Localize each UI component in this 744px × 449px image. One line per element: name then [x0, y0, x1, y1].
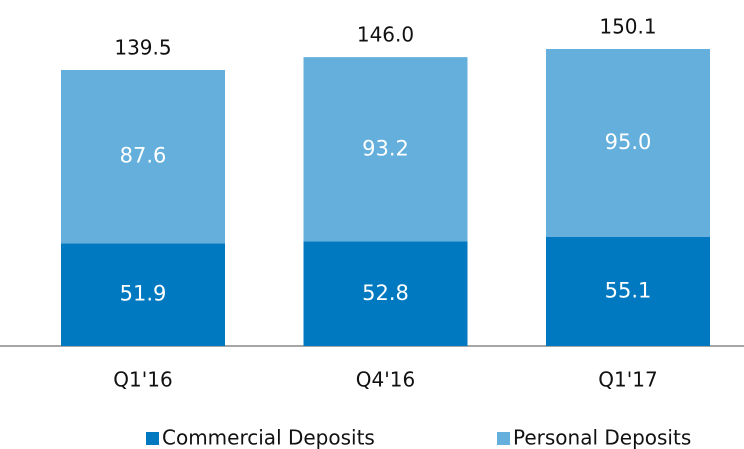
- x-tick-label: Q1'16: [113, 368, 172, 392]
- total-label: 150.1: [599, 15, 656, 39]
- x-tick-label: Q4'16: [356, 368, 415, 392]
- total-label: 139.5: [114, 35, 171, 59]
- legend-swatch: [146, 432, 159, 445]
- bar-segment: [61, 243, 225, 346]
- bar-segment: [61, 69, 225, 244]
- x-tick-label: Q1'17: [598, 368, 657, 392]
- value-label: 51.9: [120, 282, 167, 306]
- total-label: 146.0: [357, 23, 414, 47]
- legend-label: Commercial Deposits: [162, 426, 375, 449]
- legend-label: Personal Deposits: [513, 426, 691, 449]
- bar-segment: [546, 49, 710, 237]
- bar-segment: [546, 236, 710, 346]
- value-label: 93.2: [362, 136, 409, 160]
- value-label: 52.8: [362, 281, 409, 305]
- value-label: 55.1: [605, 278, 652, 302]
- value-label: 95.0: [605, 130, 652, 154]
- bar-segment: [303, 241, 468, 346]
- bar-segment: [303, 57, 468, 242]
- value-label: 87.6: [120, 144, 167, 168]
- legend-swatch: [497, 432, 510, 445]
